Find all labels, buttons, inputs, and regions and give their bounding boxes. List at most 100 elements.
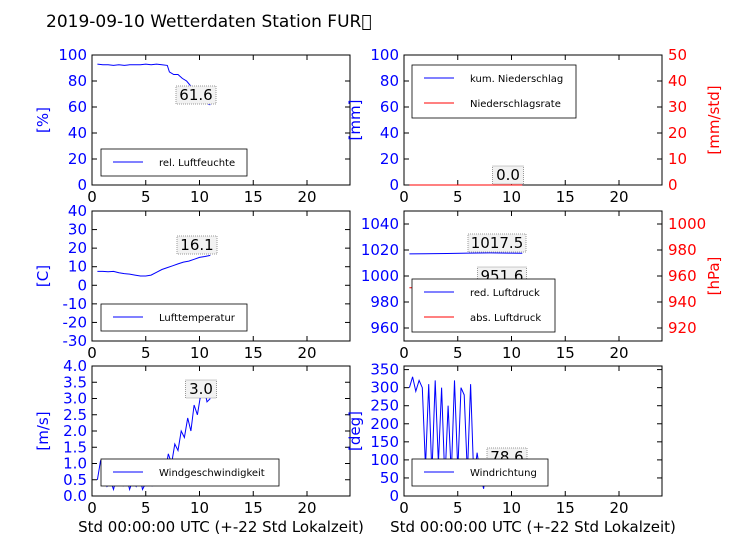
y-tick-label: 3.0 — [63, 390, 87, 408]
x-tick-label: 20 — [297, 499, 316, 517]
legend-box — [411, 64, 577, 119]
y-tick-label: 60 — [380, 98, 399, 116]
x-tick-label: 20 — [297, 344, 316, 362]
chart-panel-1: 0 5 10 15 20 0 20 40 60 80 100 [%] 61.6 rel. Luftfeuc… — [34, 46, 351, 206]
y-tick-label: 4.0 — [63, 357, 87, 375]
x-tick-label: 5 — [141, 188, 151, 206]
y-tick-label: 0 — [77, 176, 87, 194]
y-tick-label: 3.5 — [63, 373, 87, 391]
y-tick-label: 10 — [68, 258, 87, 276]
value-annotation: 3.0 — [189, 380, 213, 398]
figure-title: 2019-09-10 Wetterdaten Station FUR  — [46, 12, 372, 32]
y-tick-label: 80 — [68, 72, 87, 90]
value-annotation-box — [492, 165, 524, 185]
y-tick-label: -10 — [63, 295, 88, 313]
y-right-axis-label: [hPa] — [705, 257, 723, 296]
value-annotation: 61.6 — [179, 86, 212, 104]
x-tick-label: 5 — [453, 344, 463, 362]
x-tick-label: 0 — [87, 499, 97, 517]
y-right-tick-label: 960 — [668, 267, 697, 285]
x-axis-label: Std 00:00:00 UTC (+-22 Std Lokalzeit) — [78, 518, 364, 536]
y-axis-label: [%] — [34, 107, 52, 133]
y-tick-label: 100 — [370, 46, 399, 64]
value-annotation-box — [175, 85, 217, 105]
y-right-tick-label: 940 — [668, 293, 697, 311]
x-tick-label: 5 — [141, 499, 151, 517]
y-tick-label: 960 — [370, 319, 399, 337]
x-tick-label: 0 — [87, 188, 97, 206]
chart-panel-2: 0 5 10 15 20 0 20 40 60 80 100 0 10 20 30 40 50 [mm] [mm/s… — [346, 46, 723, 206]
series-line-1 — [409, 252, 523, 255]
x-tick-label: 10 — [190, 188, 209, 206]
y-tick-label: 1.0 — [63, 455, 87, 473]
legend-label: kum. Niederschlag — [470, 74, 563, 85]
y-tick-label: -30 — [63, 332, 88, 350]
x-tick-label: 10 — [190, 344, 209, 362]
y-tick-label: 0 — [77, 276, 87, 294]
x-tick-label: 10 — [502, 499, 521, 517]
legend-label: Windgeschwindigkeit — [159, 468, 265, 479]
y-right-tick-label: 0 — [668, 176, 678, 194]
y-tick-label: -20 — [63, 313, 88, 331]
legend-label: Lufttemperatur — [159, 313, 236, 324]
x-tick-label: 15 — [244, 499, 263, 517]
y-tick-label: 20 — [68, 150, 87, 168]
x-tick-label: 0 — [399, 344, 409, 362]
y-tick-label: 100 — [58, 46, 87, 64]
x-tick-label: 20 — [609, 499, 628, 517]
y-tick-label: 0 — [389, 176, 399, 194]
x-tick-label: 15 — [556, 188, 575, 206]
y-right-tick-label: 980 — [668, 241, 697, 259]
chart-panel-5: 0 5 10 15 200.00.51.01.52.02.53.03.54.0[m/s]… — [34, 357, 364, 536]
y-axis-label: [m/s] — [34, 411, 52, 450]
y-axis-label: [deg] — [346, 411, 364, 451]
y-tick-label: 80 — [380, 72, 399, 90]
y-tick-label: 2.5 — [63, 406, 87, 424]
y-tick-label: 1000 — [361, 267, 399, 285]
y-tick-label: 0 — [389, 487, 399, 505]
y-right-tick-label: 1000 — [668, 215, 706, 233]
value-annotation-box — [185, 379, 217, 399]
x-tick-label: 10 — [190, 499, 209, 517]
y-tick-label: 150 — [370, 433, 399, 451]
legend-label: red. Luftdruck — [470, 288, 540, 299]
x-tick-label: 5 — [453, 188, 463, 206]
series-line-1 — [97, 254, 211, 277]
y-tick-label: 0.5 — [63, 471, 87, 489]
x-axis-label: Std 00:00:00 UTC (+-22 Std Lokalzeit) — [390, 518, 676, 536]
legend-label: rel. Luftfeuchte — [159, 158, 235, 169]
y-right-tick-label: 30 — [668, 98, 687, 116]
legend-box — [411, 278, 556, 333]
y-tick-label: 1040 — [361, 215, 399, 233]
value-annotation: 16.1 — [180, 236, 213, 254]
legend-label: abs. Luftdruck — [470, 313, 541, 324]
y-tick-label: 60 — [68, 98, 87, 116]
x-tick-label: 0 — [399, 499, 409, 517]
value-annotation-box — [467, 233, 527, 253]
x-tick-label: 5 — [141, 344, 151, 362]
y-tick-label: 250 — [370, 397, 399, 415]
y-tick-label: 20 — [380, 150, 399, 168]
y-right-tick-label: 920 — [668, 319, 697, 337]
y-tick-label: 40 — [68, 202, 87, 220]
legend-label: Niederschlagsrate — [470, 99, 561, 110]
x-tick-label: 0 — [399, 188, 409, 206]
x-tick-label: 0 — [87, 344, 97, 362]
y-axis-label: [C] — [34, 265, 52, 287]
y-tick-label: 30 — [68, 221, 87, 239]
y-tick-label: 350 — [370, 361, 399, 379]
x-tick-label: 10 — [502, 344, 521, 362]
y-tick-label: 980 — [370, 293, 399, 311]
y-tick-label: 200 — [370, 415, 399, 433]
chart-panel-4: 0 5 10 15 20 960 980 1000 1020 1040 920 940 960 980 10… — [361, 210, 723, 362]
y-right-tick-label: 40 — [668, 72, 687, 90]
y-tick-label: 20 — [68, 239, 87, 257]
y-tick-label: 1.5 — [63, 438, 87, 456]
y-tick-label: 2.0 — [63, 422, 87, 440]
chart-panel-3: 0 5 10 15 20-30-20-10010203040[C]16.1Lufttem… — [34, 202, 351, 362]
value-annotation: 0.0 — [496, 166, 520, 184]
x-tick-label: 10 — [502, 188, 521, 206]
legend-label: Windrichtung — [470, 468, 537, 479]
y-tick-label: 300 — [370, 379, 399, 397]
